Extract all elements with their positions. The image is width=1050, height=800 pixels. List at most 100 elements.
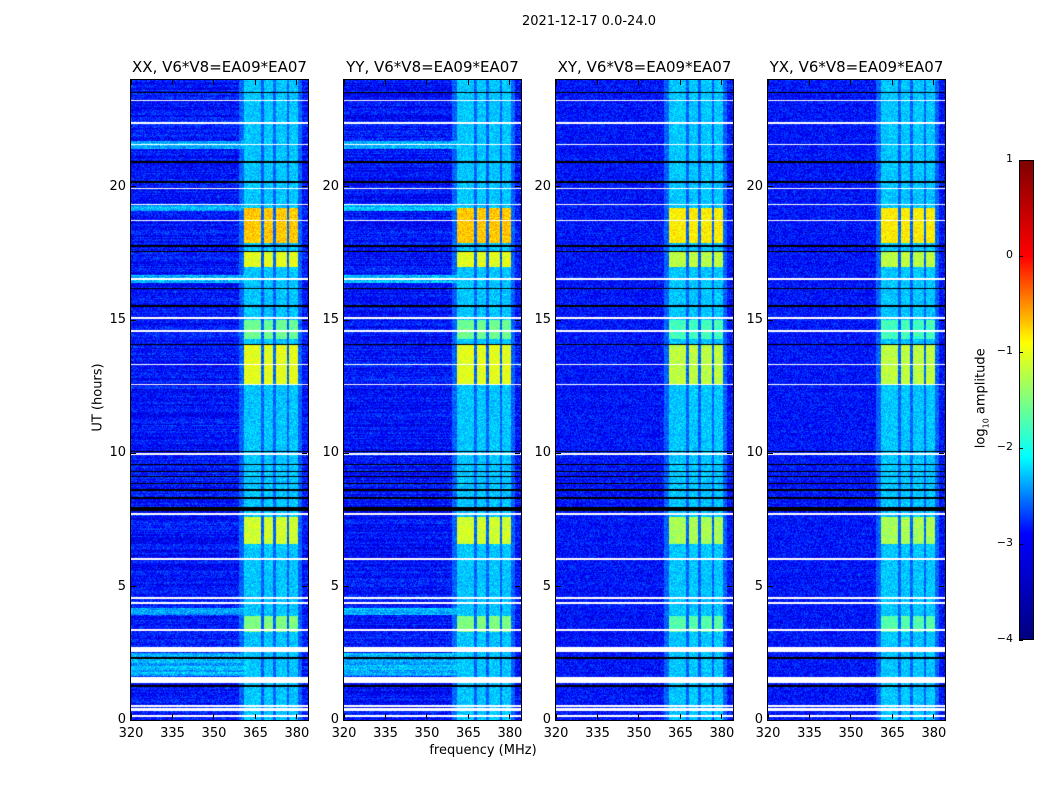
colorbar-tick-mark: [1019, 159, 1023, 161]
x-tick-mark: [467, 80, 469, 85]
y-tick-mark: [768, 586, 773, 588]
waterfall-heatmap: [131, 80, 308, 720]
figure-title: 2021-12-17 0.0-24.0: [522, 14, 656, 29]
y-tick-label: 10: [109, 445, 126, 461]
x-tick-mark: [171, 80, 173, 85]
y-tick-mark: [727, 319, 732, 321]
y-tick-label: 5: [754, 578, 763, 594]
y-tick-mark: [515, 452, 520, 454]
x-tick-label: 335: [585, 726, 610, 741]
x-tick-mark: [933, 80, 935, 85]
y-tick-mark: [344, 586, 349, 588]
colorbar-label-prefix: log: [973, 428, 989, 449]
x-tick-mark: [509, 80, 511, 85]
x-tick-mark: [767, 714, 769, 719]
y-tick-label: 15: [322, 312, 339, 327]
colorbar-tick-label: −4: [996, 632, 1013, 645]
y-tick-mark: [939, 452, 944, 454]
y-tick-mark: [515, 719, 520, 721]
y-tick-mark: [515, 586, 520, 588]
x-tick-mark: [555, 80, 557, 85]
x-tick-mark: [426, 80, 428, 85]
x-tick-mark: [296, 714, 298, 719]
x-tick-label: 365: [880, 726, 905, 741]
x-tick-mark: [213, 80, 215, 85]
y-tick-mark: [768, 719, 773, 721]
y-tick-mark: [727, 186, 732, 188]
x-tick-mark: [638, 80, 640, 85]
x-tick-label: 365: [456, 726, 481, 741]
y-tick-mark: [556, 586, 561, 588]
panel-xx: XX, V6*V8=EA09*EA07 320 335 350 365 380 0 5 10 15…: [109, 58, 309, 741]
x-tick-mark: [638, 714, 640, 719]
y-tick-mark: [131, 719, 136, 721]
y-tick-mark: [939, 719, 944, 721]
panel-title: YY, V6*V8=EA09*EA07: [346, 58, 519, 76]
y-tick-mark: [344, 719, 349, 721]
x-tick-mark: [767, 80, 769, 85]
y-tick-label: 0: [117, 712, 126, 727]
y-axis-label: UT (hours): [90, 363, 106, 432]
x-tick-label: 335: [160, 726, 185, 741]
x-tick-label: 320: [755, 726, 781, 741]
y-tick-mark: [344, 186, 349, 188]
waterfall-heatmap: [344, 80, 521, 720]
y-tick-mark: [939, 586, 944, 588]
y-tick-mark: [131, 452, 136, 454]
x-tick-mark: [130, 714, 132, 719]
y-tick-label: 5: [330, 578, 339, 594]
y-tick-label: 15: [746, 312, 763, 327]
x-tick-label: 320: [118, 726, 144, 741]
x-tick-mark: [426, 714, 428, 719]
x-tick-label: 335: [797, 726, 822, 741]
x-tick-label: 380: [284, 726, 310, 741]
colorbar-tick-label: 0: [1006, 248, 1013, 261]
x-tick-mark: [130, 80, 132, 85]
x-tick-mark: [850, 714, 852, 719]
x-tick-mark: [721, 80, 723, 85]
x-tick-label: 335: [373, 726, 398, 741]
y-tick-mark: [515, 186, 520, 188]
x-tick-mark: [891, 80, 893, 85]
colorbar-tick-mark: [1019, 639, 1023, 641]
x-axis-label: frequency (MHz): [429, 743, 537, 758]
x-tick-mark: [808, 80, 810, 85]
y-tick-label: 20: [534, 178, 551, 194]
x-tick-mark: [891, 714, 893, 719]
x-tick-mark: [343, 80, 345, 85]
x-tick-mark: [933, 714, 935, 719]
y-tick-label: 20: [746, 178, 763, 194]
x-tick-mark: [296, 80, 298, 85]
x-tick-mark: [171, 714, 173, 719]
x-tick-mark: [596, 714, 598, 719]
colorbar-tick-label: −2: [996, 440, 1013, 453]
y-tick-label: 20: [109, 178, 126, 194]
y-tick-mark: [344, 452, 349, 454]
y-tick-label: 5: [542, 578, 551, 594]
colorbar-label-sub: 10: [981, 418, 991, 429]
colorbar-tick-mark: [1019, 447, 1023, 449]
colorbar-tick-label: −3: [996, 536, 1013, 549]
y-tick-mark: [727, 586, 732, 588]
y-tick-label: 10: [746, 445, 763, 461]
colorbar-tick-mark: [1019, 351, 1023, 353]
y-tick-mark: [939, 186, 944, 188]
colorbar: [1019, 160, 1034, 640]
colorbar-tick-mark: [1019, 543, 1023, 545]
y-tick-mark: [131, 319, 136, 321]
x-tick-mark: [850, 80, 852, 85]
x-tick-mark: [467, 714, 469, 719]
x-tick-label: 320: [331, 726, 357, 741]
colorbar-tick-label: −1: [996, 344, 1013, 357]
x-tick-mark: [679, 80, 681, 85]
y-tick-mark: [556, 719, 561, 721]
y-tick-mark: [768, 186, 773, 188]
y-tick-label: 0: [330, 712, 339, 727]
x-tick-mark: [555, 714, 557, 719]
x-tick-mark: [384, 80, 386, 85]
y-tick-label: 5: [117, 578, 126, 594]
y-tick-mark: [302, 719, 307, 721]
y-tick-mark: [302, 319, 307, 321]
y-tick-label: 20: [322, 178, 339, 194]
